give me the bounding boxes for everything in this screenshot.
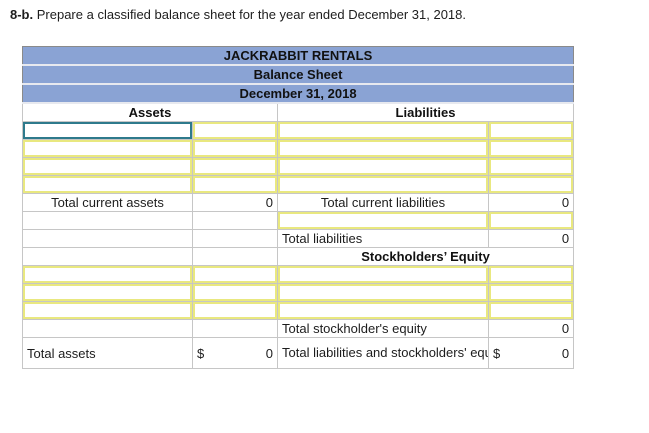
- assets-section-header: Assets: [22, 102, 278, 122]
- total-liabilities-row: Total liabilities 0: [22, 229, 575, 248]
- input-row-3: [22, 157, 575, 176]
- total-current-assets-label: Total current assets: [22, 193, 193, 212]
- asset-blank-amount-1: [192, 211, 278, 230]
- asset-amount-input-2[interactable]: [192, 139, 278, 158]
- total-current-liabilities-label: Total current liabilities: [277, 193, 489, 212]
- asset-label-input-3[interactable]: [22, 157, 193, 176]
- asset-label-input-6[interactable]: [22, 283, 193, 302]
- asset-label-input-1[interactable]: [22, 121, 193, 140]
- total-liabilities-and-equity-label: Total liabilities and stockholders' equi…: [277, 337, 489, 369]
- asset-blank-cell-1: [22, 211, 193, 230]
- equity-amount-input-1[interactable]: [487, 265, 575, 284]
- asset-amount-input-5[interactable]: [192, 265, 278, 284]
- input-row-2: [22, 139, 575, 158]
- equity-header-row: Stockholders’ Equity: [22, 247, 575, 266]
- asset-blank-cell-4: [22, 319, 193, 338]
- balance-sheet-table: JACKRABBIT RENTALS Balance Sheet Decembe…: [22, 46, 575, 369]
- total-liabilities-and-equity-currency: $: [493, 345, 501, 361]
- asset-amount-input-6[interactable]: [192, 283, 278, 302]
- asset-blank-amount-2: [192, 229, 278, 248]
- total-stockholders-equity-value: 0: [487, 319, 575, 338]
- total-equity-row: Total stockholder's equity 0: [22, 319, 575, 338]
- company-name: JACKRABBIT RENTALS: [22, 46, 574, 66]
- liability-amount-input-4[interactable]: [487, 175, 575, 194]
- asset-label-input-2[interactable]: [22, 139, 193, 158]
- equity-input-row-2: [22, 283, 575, 302]
- equity-label-input-3[interactable]: [277, 301, 489, 320]
- equity-input-row-3: [22, 301, 575, 320]
- question-text: Prepare a classified balance sheet for t…: [33, 7, 467, 22]
- asset-blank-amount-4: [192, 319, 278, 338]
- total-assets-label: Total assets: [22, 337, 193, 369]
- input-row-1: [22, 121, 575, 140]
- total-assets-value: 0: [265, 345, 273, 361]
- total-assets-value-cell: $ 0: [192, 337, 278, 369]
- statement-date-row: December 31, 2018: [22, 84, 574, 104]
- equity-amount-input-2[interactable]: [487, 283, 575, 302]
- asset-label-input-5[interactable]: [22, 265, 193, 284]
- total-liabilities-value: 0: [487, 229, 575, 248]
- total-liabilities-and-equity-value: 0: [561, 345, 570, 361]
- asset-amount-input-1[interactable]: [192, 121, 278, 140]
- asset-blank-amount-3: [192, 247, 278, 266]
- total-current-liabilities-value: 0: [487, 193, 575, 212]
- input-row-4: [22, 175, 575, 194]
- equity-section-header: Stockholders’ Equity: [276, 247, 575, 266]
- total-liabilities-label: Total liabilities: [277, 229, 489, 248]
- asset-blank-cell-3: [22, 247, 193, 266]
- question-number: 8-b.: [10, 7, 34, 22]
- asset-label-input-7[interactable]: [22, 301, 193, 320]
- current-totals-row: Total current assets 0 Total current lia…: [22, 193, 575, 212]
- liability-amount-input-5[interactable]: [487, 211, 575, 230]
- liability-label-input-2[interactable]: [277, 139, 489, 158]
- liability-label-input-4[interactable]: [277, 175, 489, 194]
- statement-title-row: Balance Sheet: [22, 65, 574, 85]
- equity-label-input-1[interactable]: [277, 265, 489, 284]
- equity-label-input-2[interactable]: [277, 283, 489, 302]
- equity-input-row-1: [22, 265, 575, 284]
- liabilities-section-header: Liabilities: [276, 102, 575, 122]
- liability-amount-input-1[interactable]: [487, 121, 575, 140]
- grand-totals-row: Total assets $ 0 Total liabilities and s…: [22, 337, 575, 369]
- asset-label-input-4[interactable]: [22, 175, 193, 194]
- total-liabilities-and-equity-value-cell: $ 0: [487, 337, 575, 369]
- liability-label-input-5[interactable]: [277, 211, 489, 230]
- statement-title: Balance Sheet: [22, 65, 574, 85]
- liability-label-input-3[interactable]: [277, 157, 489, 176]
- statement-date: December 31, 2018: [22, 84, 574, 104]
- liability-label-input-1[interactable]: [277, 121, 489, 140]
- liability-amount-input-2[interactable]: [487, 139, 575, 158]
- total-stockholders-equity-label: Total stockholder's equity: [277, 319, 489, 338]
- equity-amount-input-3[interactable]: [487, 301, 575, 320]
- section-header-row: Assets Liabilities: [22, 102, 575, 122]
- question-prompt: 8-b. Prepare a classified balance sheet …: [10, 7, 466, 22]
- liability-input-row-5: [22, 211, 575, 230]
- asset-blank-cell-2: [22, 229, 193, 248]
- total-current-assets-value: 0: [192, 193, 278, 212]
- asset-amount-input-3[interactable]: [192, 157, 278, 176]
- liability-amount-input-3[interactable]: [487, 157, 575, 176]
- asset-amount-input-7[interactable]: [192, 301, 278, 320]
- total-assets-currency: $: [197, 345, 205, 361]
- asset-amount-input-4[interactable]: [192, 175, 278, 194]
- statement-header-row: JACKRABBIT RENTALS: [22, 46, 574, 66]
